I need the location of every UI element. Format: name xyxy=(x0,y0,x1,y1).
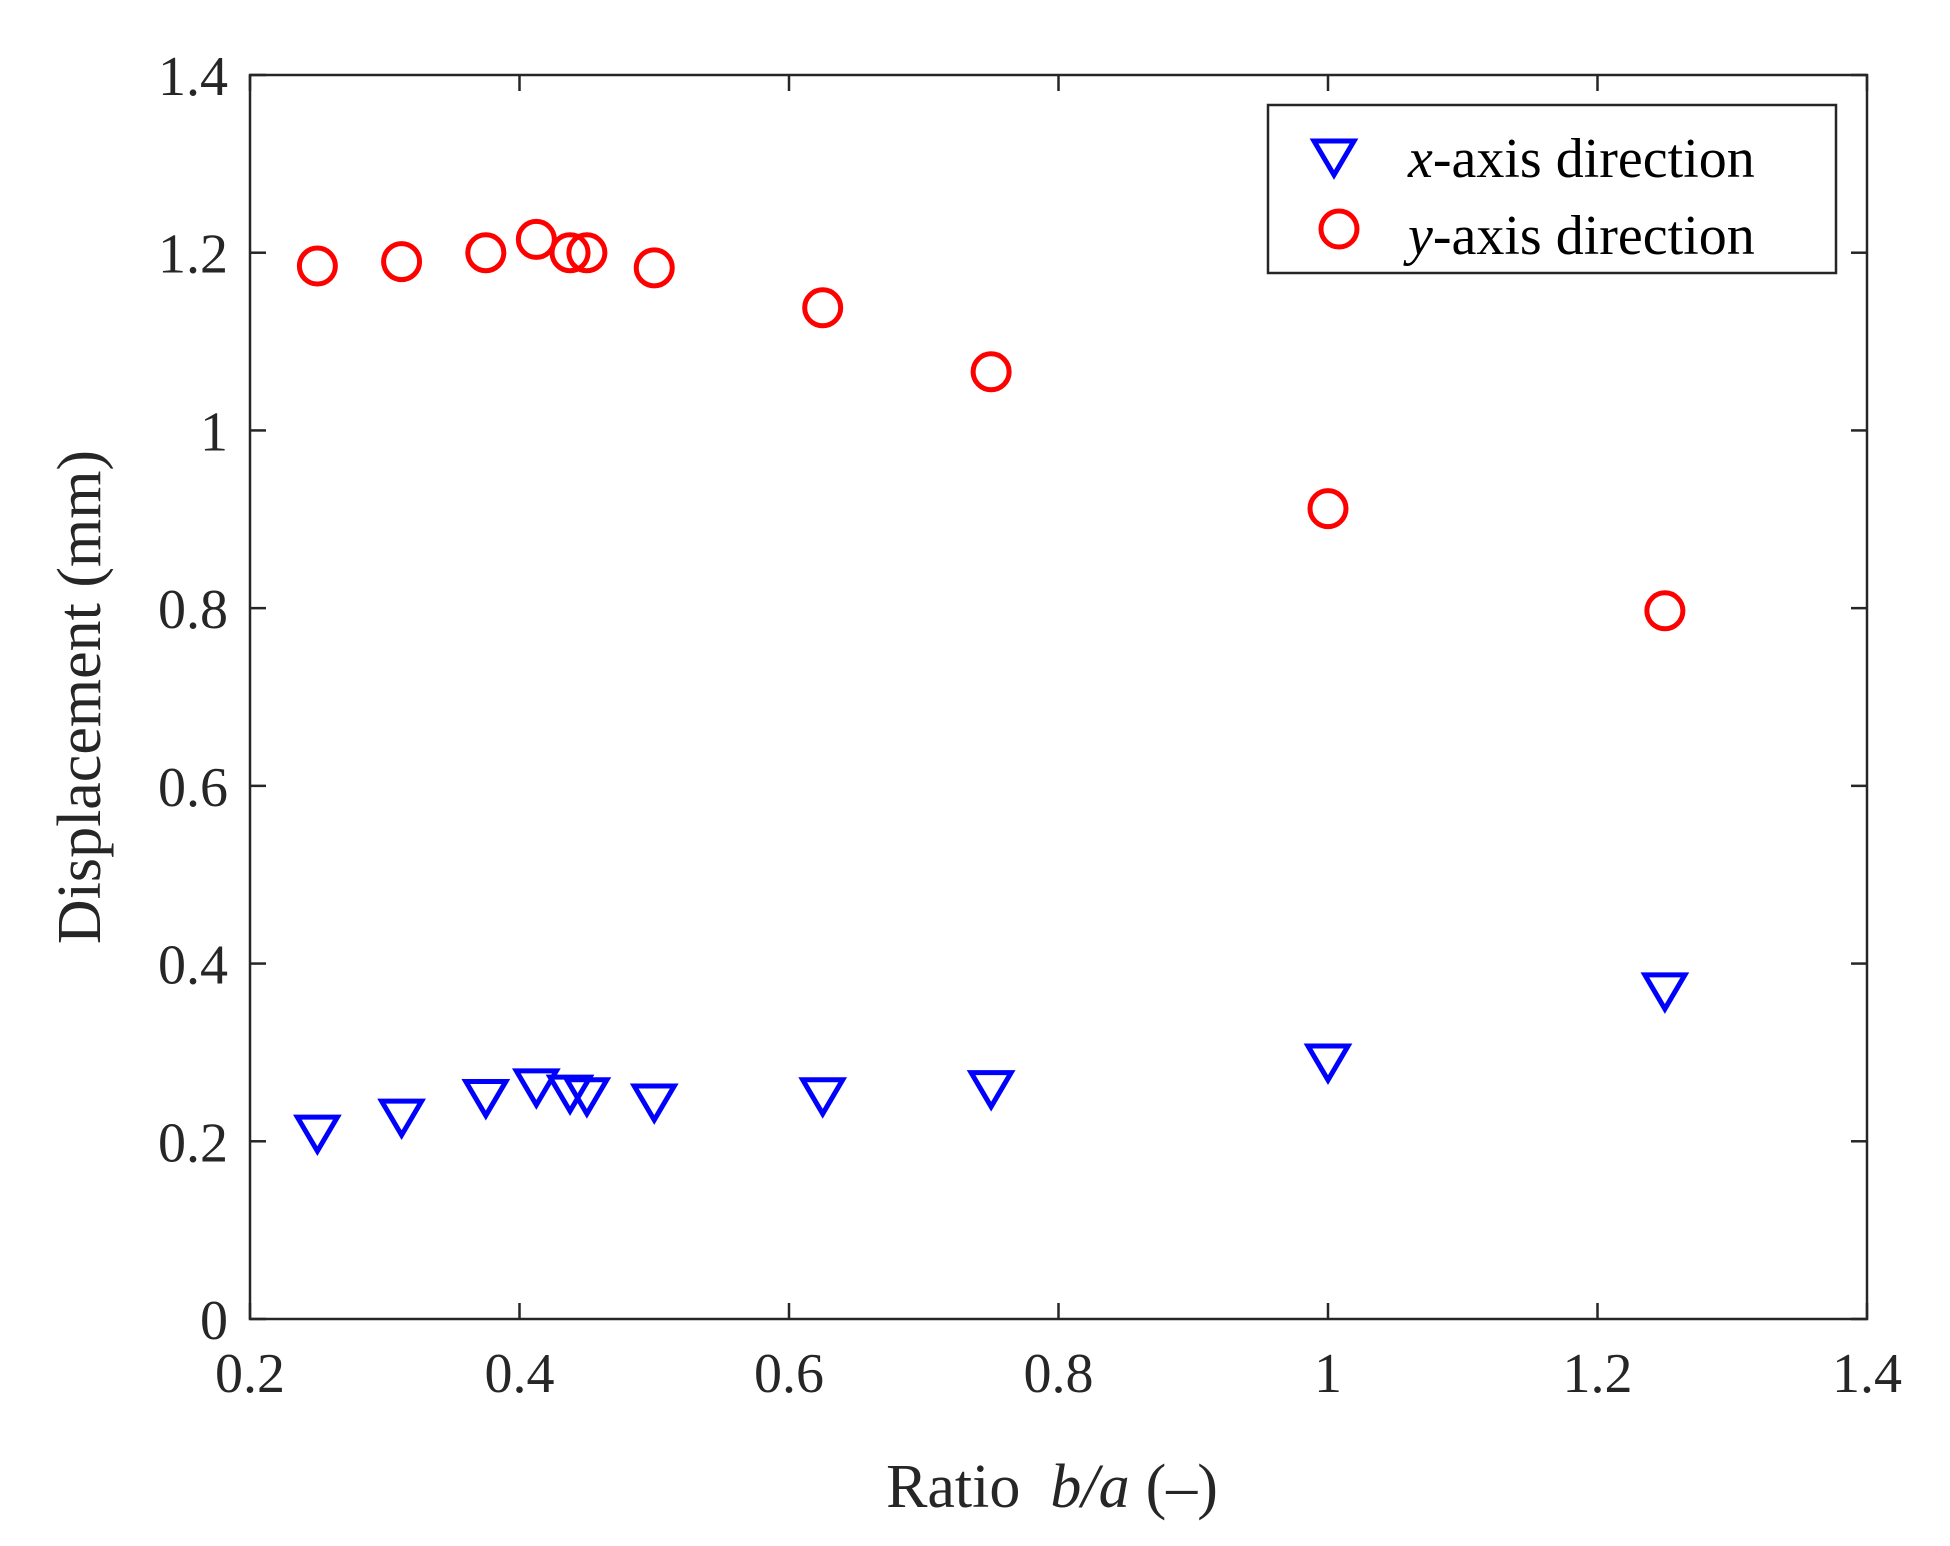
series-y-axis xyxy=(296,218,1686,632)
legend: x-axis direction y-axis direction xyxy=(1266,103,1838,275)
legend-circle-marker xyxy=(1318,208,1360,250)
data-point-circle xyxy=(566,232,608,274)
data-point-circle xyxy=(465,232,507,274)
y-tick-label: 0.6 xyxy=(158,757,228,819)
y-tick-labels: 0 0.2 0.4 0.6 0.8 1 1.2 1.4 xyxy=(158,46,228,1352)
y-tick-label: 1 xyxy=(200,401,228,463)
legend-box xyxy=(1266,103,1838,275)
data-point-circle xyxy=(381,241,423,283)
data-point-circle xyxy=(515,218,557,260)
x-tick-labels: 0.2 0.4 0.6 0.8 1 1.2 1.4 xyxy=(215,1343,1902,1405)
legend-label-y-variable: y xyxy=(1403,205,1433,267)
y-tick-label: 1.2 xyxy=(158,224,228,286)
plot-area-frame xyxy=(248,73,1869,1321)
x-axis-title-variable: b/a xyxy=(1050,1453,1129,1521)
data-point-circle xyxy=(296,245,338,287)
data-point-triangle xyxy=(377,1098,426,1141)
data-point-triangle xyxy=(798,1077,848,1119)
x-tick-label: 0.6 xyxy=(754,1343,824,1405)
data-point-triangle xyxy=(293,1114,342,1157)
data-point-triangle xyxy=(545,1074,595,1117)
legend-label-y-text: -axis direction xyxy=(1433,205,1755,267)
data-point-triangle xyxy=(562,1077,612,1119)
data-point-circle xyxy=(549,232,591,274)
data-markers xyxy=(293,218,1690,1157)
x-tick-label: 1.4 xyxy=(1832,1343,1902,1405)
data-point-triangle xyxy=(461,1079,511,1121)
data-point-circle xyxy=(802,287,844,329)
data-point-circle xyxy=(1307,488,1349,530)
legend-label-x: x-axis direction xyxy=(1407,128,1755,190)
data-point-circle xyxy=(633,247,675,289)
y-tick-label: 0.8 xyxy=(158,579,228,641)
data-point-triangle xyxy=(966,1070,1016,1112)
legend-label-y: y-axis direction xyxy=(1403,205,1755,267)
x-tick-label: 1 xyxy=(1314,1343,1342,1405)
x-axis-title: Ratio b/a (–) xyxy=(886,1453,1218,1521)
data-point-circle xyxy=(970,351,1012,393)
y-tick-label: 1.4 xyxy=(158,46,228,108)
x-tick-label: 0.4 xyxy=(485,1343,555,1405)
x-tick-label: 0.2 xyxy=(215,1343,285,1405)
data-point-triangle xyxy=(511,1068,561,1110)
data-point-triangle xyxy=(1303,1043,1353,1085)
x-axis-title-prefix: Ratio xyxy=(886,1453,1020,1521)
y-tick-label: 0.2 xyxy=(158,1112,228,1174)
legend-label-x-text: -axis direction xyxy=(1433,128,1755,190)
x-tick-label: 0.8 xyxy=(1024,1343,1094,1405)
data-point-triangle xyxy=(1640,972,1690,1014)
y-tick-label: 0 xyxy=(200,1290,228,1352)
series-x-axis xyxy=(293,972,1690,1157)
legend-label-x-variable: x xyxy=(1407,128,1433,190)
data-point-triangle xyxy=(629,1083,679,1125)
axis-ticks xyxy=(248,73,1869,1321)
y-tick-label: 0.4 xyxy=(158,935,228,997)
x-tick-label: 1.2 xyxy=(1563,1343,1633,1405)
x-axis-title-unit: (–) xyxy=(1146,1453,1218,1521)
y-axis-title: Displacement (mm) xyxy=(46,450,114,944)
data-point-circle xyxy=(1644,590,1686,632)
legend-triangle-marker xyxy=(1309,138,1359,180)
